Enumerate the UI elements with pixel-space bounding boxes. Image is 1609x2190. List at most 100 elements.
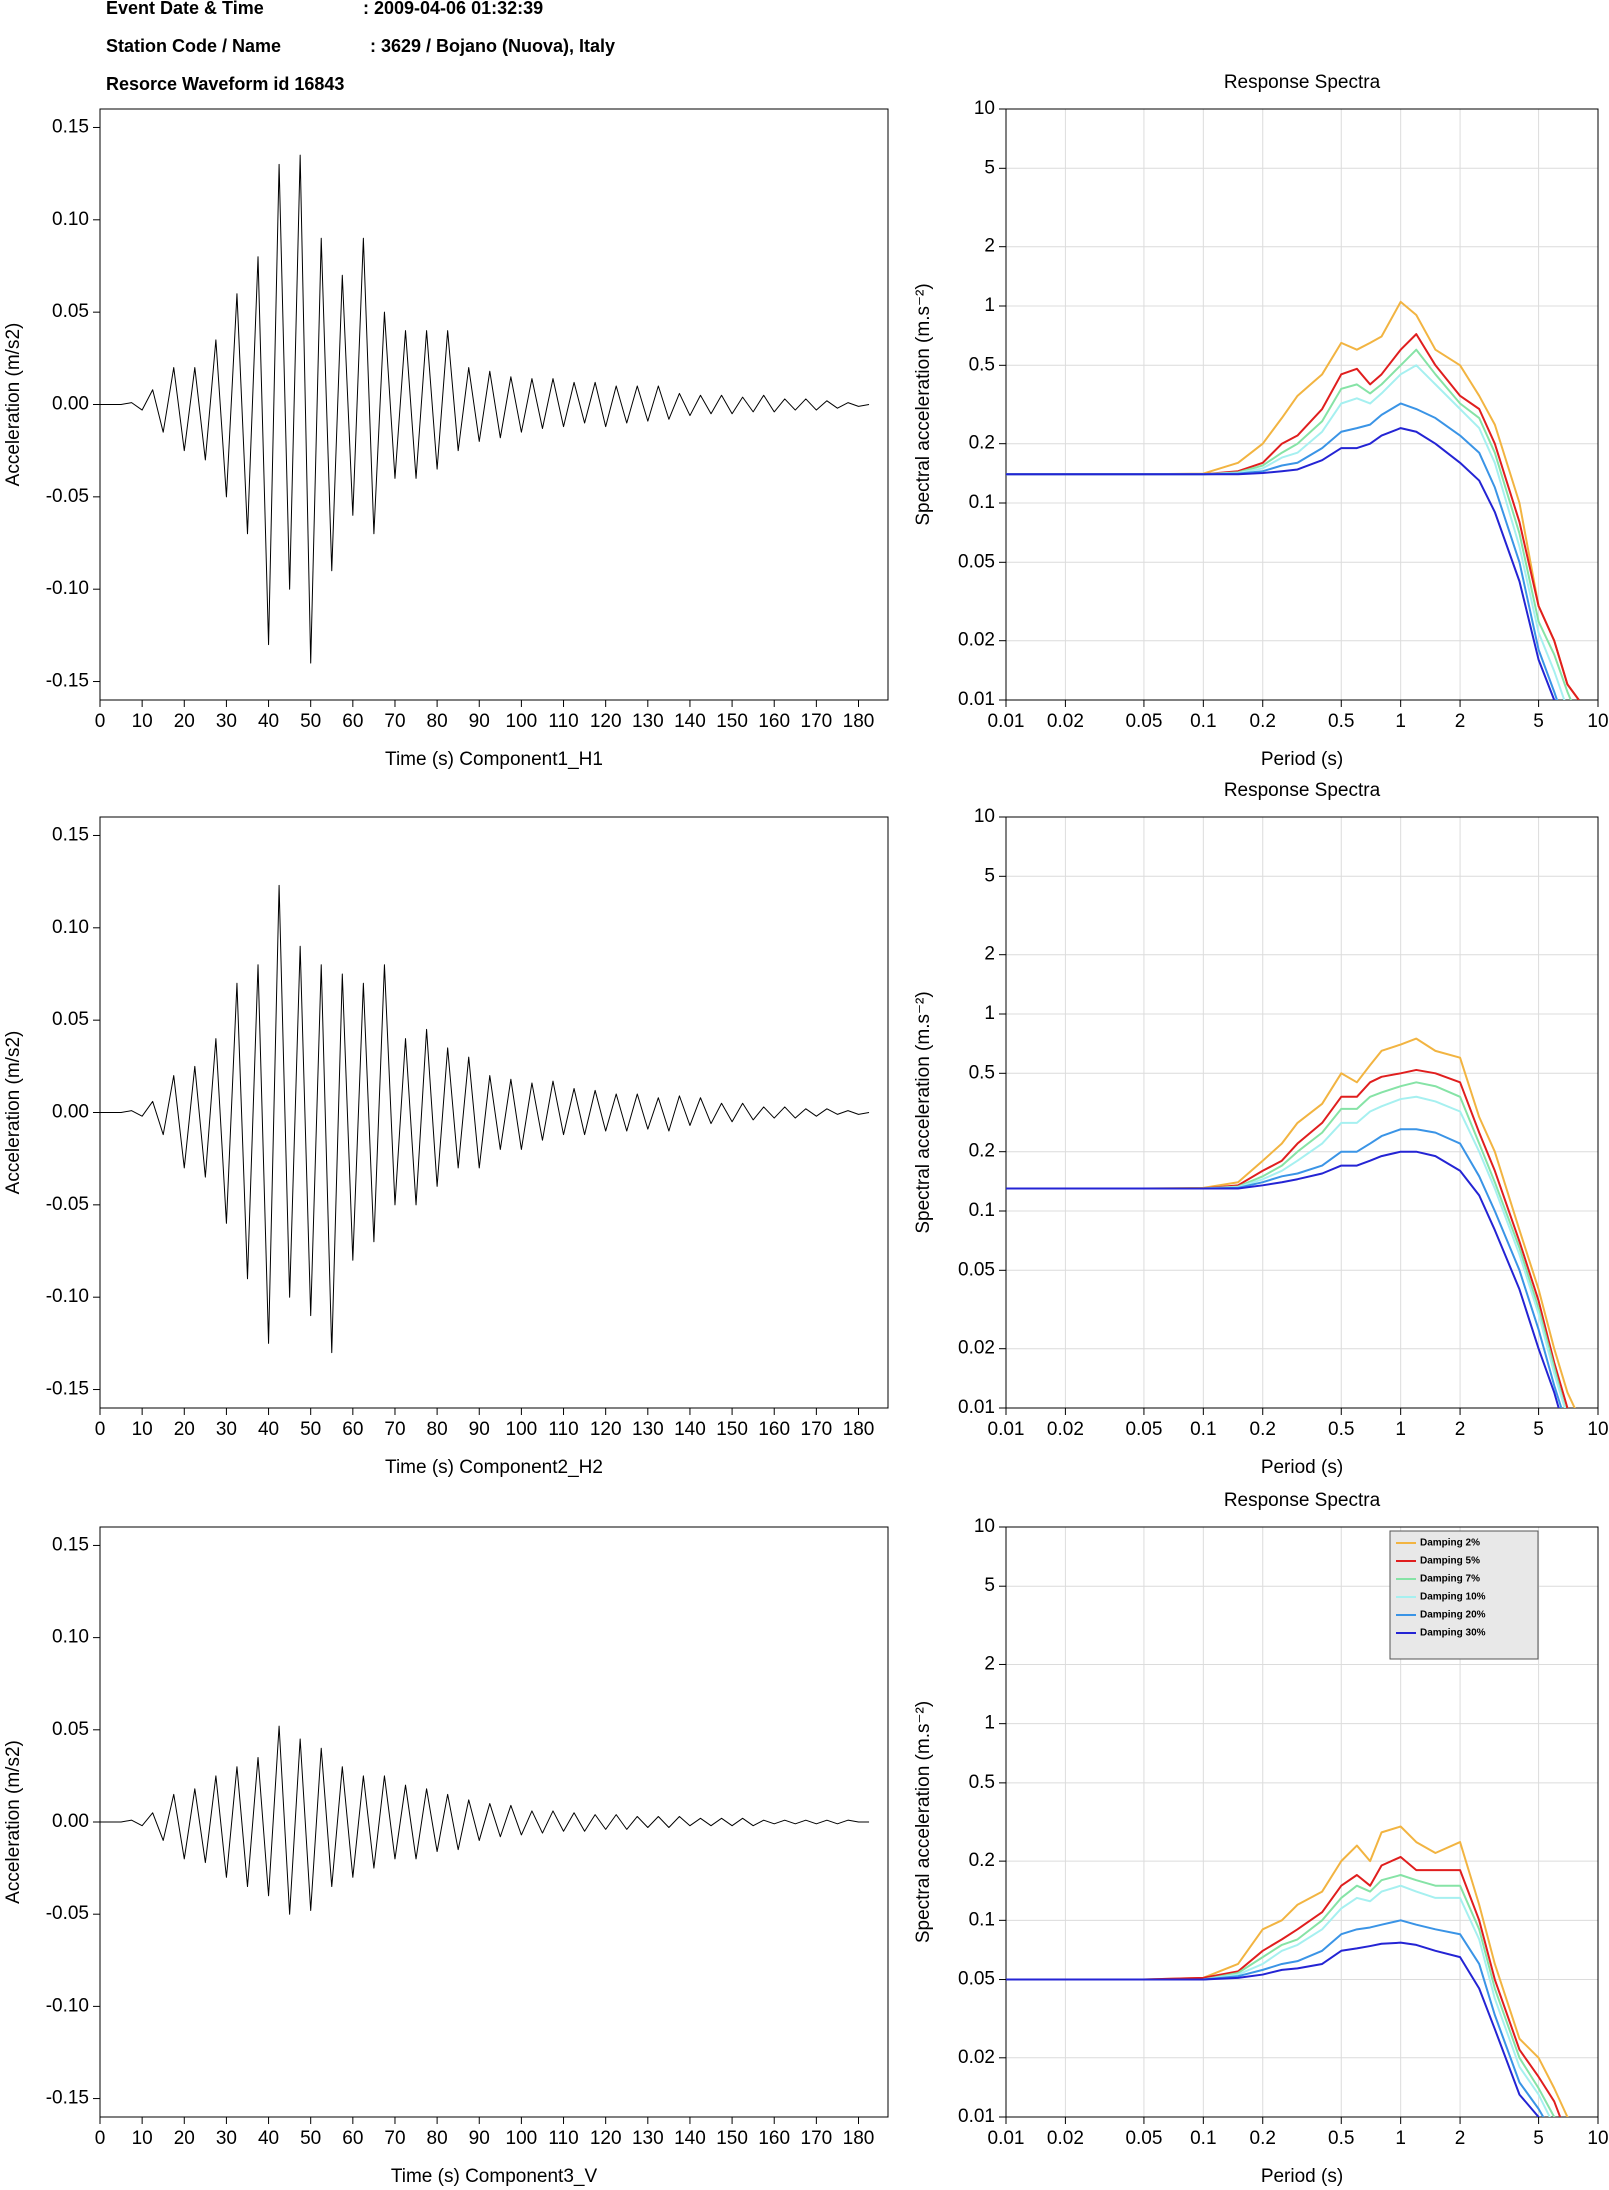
y-tick-label: 0.01 <box>958 1397 995 1418</box>
data-line <box>1006 1874 1556 2117</box>
x-tick-label: 5 <box>1533 711 1544 732</box>
y-tick-label: 10 <box>974 1516 995 1537</box>
x-axis-label: Time (s) Component3_V <box>391 2166 598 2187</box>
x-tick-label: 100 <box>506 711 538 732</box>
y-tick-label: 0.05 <box>958 1969 995 1990</box>
y-tick-label: 0.5 <box>969 354 995 375</box>
x-tick-label: 150 <box>716 711 748 732</box>
chart: 0.01 0.02 0.05 0.1 0.2 0.5 1 2 5 10 0.01 0.02 0.05 0.… <box>913 780 1609 1478</box>
y-tick-label: 0.00 <box>52 1811 89 1832</box>
x-tick-label: 0 <box>95 2128 106 2149</box>
y-tick-label: 0.10 <box>52 209 89 230</box>
y-tick-label: 0.00 <box>52 394 89 415</box>
x-tick-label: 10 <box>132 2128 153 2149</box>
data-line <box>1006 300 1580 700</box>
x-tick-label: 30 <box>216 1419 237 1440</box>
x-axis-label: Period (s) <box>1261 2166 1343 2187</box>
x-tick-label: 90 <box>469 2128 490 2149</box>
y-tick-label: 0.2 <box>969 1850 995 1871</box>
x-tick-label: 2 <box>1455 711 1466 732</box>
legend-box <box>1389 1530 1539 1660</box>
x-tick-label: 10 <box>1587 2128 1608 2149</box>
x-tick-label: 1 <box>1395 2128 1406 2149</box>
y-tick-label: 5 <box>984 865 995 886</box>
x-tick-label: 10 <box>132 711 153 732</box>
y-tick-label: 0.2 <box>969 1141 995 1162</box>
plot-frame <box>99 816 889 1409</box>
x-tick-label: 1 <box>1395 711 1406 732</box>
y-tick-label: -0.05 <box>46 1903 89 1924</box>
y-tick-label: 0.15 <box>52 1534 89 1555</box>
y-tick-label: 0.10 <box>52 917 89 938</box>
data-line <box>1006 364 1566 700</box>
x-tick-label: 150 <box>716 2128 748 2149</box>
x-tick-label: 20 <box>174 2128 195 2149</box>
y-tick-label: -0.05 <box>46 486 89 507</box>
station-label: Station Code / Name <box>106 36 281 56</box>
x-tick-label: 40 <box>258 1419 279 1440</box>
y-axis-label: Spectral acceleration (m.s⁻²) <box>913 283 934 525</box>
y-tick-label: 0.01 <box>958 689 995 710</box>
chart-title: Response Spectra <box>1224 780 1381 801</box>
station-value: : 3629 / Bojano (Nuova), Italy <box>370 36 615 56</box>
y-tick-label: 0.1 <box>969 1909 995 1930</box>
x-tick-label: 30 <box>216 2128 237 2149</box>
event-label: Event Date & Time <box>106 0 264 18</box>
x-tick-label: 0.2 <box>1250 711 1276 732</box>
event-value: : 2009-04-06 01:32:39 <box>363 0 543 18</box>
x-tick-label: 1 <box>1395 1419 1406 1440</box>
legend-label: Damping 20% <box>1420 1610 1486 1621</box>
chart: 0.01 0.02 0.05 0.1 0.2 0.5 1 2 5 10 0.01 0.02 0.05 0.… <box>913 1490 1609 2187</box>
data-line <box>1006 1037 1576 1408</box>
y-tick-label: 0.02 <box>958 1338 995 1359</box>
y-axis-label: Acceleration (m/s2) <box>3 323 24 487</box>
x-tick-label: 0.05 <box>1125 2128 1162 2149</box>
y-tick-label: 2 <box>984 236 995 257</box>
y-tick-label: 0.02 <box>958 630 995 651</box>
x-tick-label: 50 <box>300 2128 321 2149</box>
y-tick-label: 0.01 <box>958 2106 995 2127</box>
x-tick-label: 30 <box>216 711 237 732</box>
data-line <box>1006 1884 1551 2117</box>
y-tick-label: -0.10 <box>46 1286 89 1307</box>
x-tick-label: 0.5 <box>1328 1419 1354 1440</box>
x-tick-label: 60 <box>342 2128 363 2149</box>
x-tick-label: 180 <box>843 2128 875 2149</box>
x-tick-label: 100 <box>506 2128 538 2149</box>
y-tick-label: 5 <box>984 1575 995 1596</box>
legend-label: Damping 2% <box>1420 1538 1480 1549</box>
y-tick-label: 5 <box>984 157 995 178</box>
y-tick-label: 10 <box>974 806 995 827</box>
data-line <box>1006 348 1572 700</box>
x-tick-label: 130 <box>632 1419 664 1440</box>
x-tick-label: 80 <box>427 711 448 732</box>
x-tick-label: 0.2 <box>1250 2128 1276 2149</box>
x-tick-label: 70 <box>384 1419 405 1440</box>
y-tick-label: 0.15 <box>52 824 89 845</box>
x-tick-label: 170 <box>801 1419 833 1440</box>
y-tick-label: 0.02 <box>958 2047 995 2068</box>
x-tick-label: 0.5 <box>1328 711 1354 732</box>
x-tick-label: 70 <box>384 2128 405 2149</box>
y-axis-label: Acceleration (m/s2) <box>3 1031 24 1195</box>
x-tick-label: 10 <box>132 1419 153 1440</box>
x-tick-label: 0 <box>95 711 106 732</box>
data-line <box>1006 1095 1566 1408</box>
data-line <box>100 884 870 1354</box>
x-tick-label: 160 <box>758 711 790 732</box>
x-tick-label: 5 <box>1533 2128 1544 2149</box>
x-tick-label: 170 <box>801 711 833 732</box>
data-line <box>1006 1128 1563 1408</box>
data-line <box>1006 1068 1569 1408</box>
x-tick-label: 20 <box>174 1419 195 1440</box>
y-tick-label: 0.5 <box>969 1062 995 1083</box>
x-axis-label: Period (s) <box>1261 1457 1343 1478</box>
plot-frame <box>1005 1526 1599 2118</box>
x-tick-label: 140 <box>674 1419 706 1440</box>
x-tick-label: 40 <box>258 2128 279 2149</box>
x-tick-label: 80 <box>427 2128 448 2149</box>
x-tick-label: 120 <box>590 711 622 732</box>
x-axis-label: Period (s) <box>1261 749 1343 770</box>
